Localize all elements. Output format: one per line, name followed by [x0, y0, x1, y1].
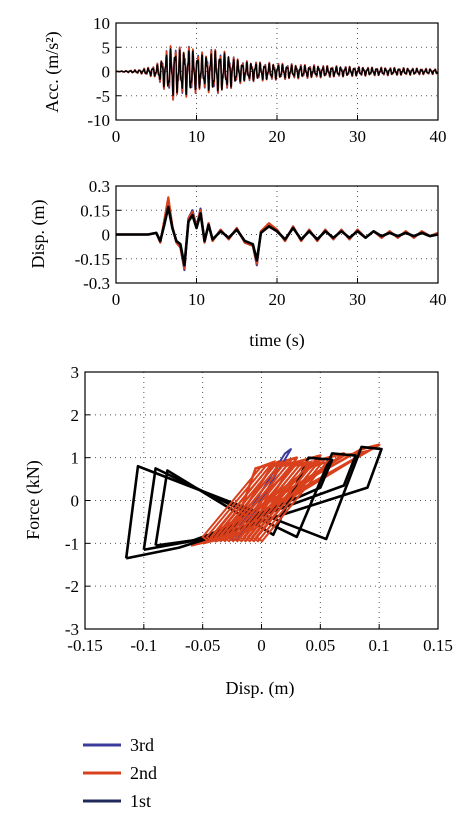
tick-label-y: 0.3 — [89, 177, 110, 196]
displacement-panel: 0 10 20 30 40 0.3 0.15 0 -0.15 -0.3 Disp. (m) tim… — [28, 177, 447, 351]
tick-label-y: -10 — [87, 111, 110, 130]
tick-label-y: -0.15 — [75, 250, 110, 269]
hyst-ticks: -0.15 -0.1 -0.05 0 0.05 0.1 0.15 3 2 1 0 -1 -2 -3 — [65, 363, 453, 655]
tick-label-x: 10 — [188, 290, 205, 309]
tick-label-x: 20 — [269, 290, 286, 309]
tick-label-y: -1 — [65, 534, 79, 553]
tick-label-x: 40 — [430, 290, 447, 309]
legend-label-3rd: 3rd — [130, 735, 154, 755]
disp-ticks: 0 10 20 30 40 0.3 0.15 0 -0.15 -0.3 — [75, 177, 447, 309]
tick-label-y: 0 — [71, 492, 80, 511]
hyst-xlabel: Disp. (m) — [226, 678, 295, 699]
disp-series — [116, 196, 439, 272]
tick-label-x: -0.05 — [185, 636, 220, 655]
hyst-ylabel: Force (kN) — [23, 460, 44, 539]
acceleration-panel: 0 10 20 30 40 10 5 0 -5 -10 Acc. (m/s²) — [42, 14, 447, 146]
legend-label-2nd: 2nd — [130, 763, 157, 783]
tick-label-y: -2 — [65, 577, 79, 596]
tick-label-x: 0 — [257, 636, 266, 655]
tick-label-x: 0 — [112, 127, 121, 146]
acc-series-1st — [115, 48, 439, 96]
tick-label-x: 30 — [349, 127, 366, 146]
tick-label-x: 40 — [430, 127, 447, 146]
acc-ylabel: Acc. (m/s²) — [42, 31, 63, 112]
hysteresis-panel: -0.15 -0.1 -0.05 0 0.05 0.1 0.15 3 2 1 0 -1 -2 -3 For… — [23, 363, 453, 699]
disp-series-3rd — [116, 199, 439, 272]
disp-grid — [116, 186, 438, 283]
tick-label-x: 0.1 — [369, 636, 390, 655]
tick-label-y: 5 — [102, 38, 111, 57]
tick-label-y: 2 — [71, 406, 80, 425]
tick-label-x: 20 — [269, 127, 286, 146]
tick-label-y: 0.15 — [80, 201, 110, 220]
acc-ticks: 0 10 20 30 40 10 5 0 -5 -10 — [87, 14, 446, 146]
tick-label-x: 0.05 — [305, 636, 335, 655]
tick-label-x: -0.15 — [67, 636, 102, 655]
legend: 3rd 2nd 1st — [83, 735, 157, 811]
tick-label-y: 1 — [71, 449, 80, 468]
tick-label-y: -5 — [96, 87, 110, 106]
disp-series-1st — [116, 205, 439, 267]
tick-label-y: -3 — [65, 620, 79, 639]
tick-label-x: 10 — [188, 127, 205, 146]
tick-label-y: 3 — [71, 363, 80, 382]
tick-label-x: 0.15 — [423, 636, 453, 655]
disp-xlabel: time (s) — [249, 330, 305, 351]
tick-label-y: 10 — [93, 14, 110, 33]
acc-series — [115, 45, 439, 101]
tick-label-x: 0 — [112, 290, 121, 309]
tick-label-x: -0.1 — [130, 636, 157, 655]
hyst-core-loop — [254, 459, 330, 543]
tick-label-y: -0.3 — [83, 274, 110, 293]
tick-label-y: 0 — [102, 226, 111, 245]
hyst-core-loop — [250, 459, 326, 543]
hyst-series — [124, 443, 383, 560]
disp-ylabel: Disp. (m) — [28, 200, 49, 269]
hyst-core-2nd — [201, 459, 330, 543]
tick-label-x: 30 — [349, 290, 366, 309]
tick-label-y: 0 — [102, 63, 111, 82]
legend-label-1st: 1st — [130, 791, 151, 811]
